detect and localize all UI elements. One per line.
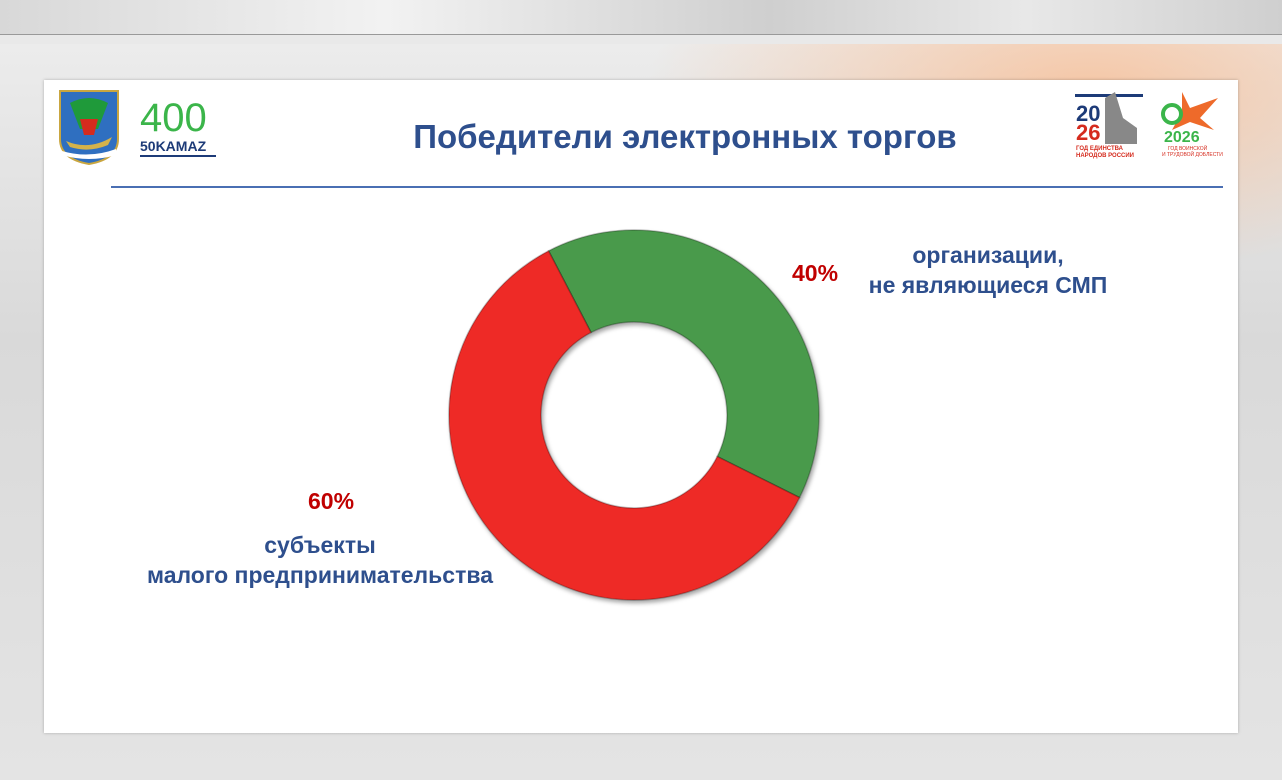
donut-slice-smp <box>448 249 801 601</box>
category-label-line: организации, <box>912 242 1064 268</box>
page-title: Победители электронных торгов <box>413 118 957 155</box>
svg-text:26: 26 <box>1076 120 1100 145</box>
svg-text:20: 20 <box>1076 101 1100 126</box>
valor-year-logo: 2026 ГОД ВОИНСКОЙ И ТРУДОВОЙ ДОБЛЕСТИ <box>1161 92 1223 158</box>
title-divider <box>111 186 1223 188</box>
unity-year-logo: 20 26 ГОД ЕДИНСТВА НАРОДОВ РОССИИ <box>1075 92 1143 159</box>
slide <box>44 80 1238 733</box>
category-label-line: малого предпринимательства <box>146 562 493 588</box>
svg-text:50KAMAZ: 50KAMAZ <box>140 138 207 154</box>
anniversary-400-logo: 400 50KAMAZ <box>140 96 216 157</box>
coat-of-arms-logo <box>59 90 119 165</box>
category-label-smp: субъекты малого предпринимательства <box>110 530 530 590</box>
svg-text:400: 400 <box>140 96 207 140</box>
svg-text:НАРОДОВ РОССИИ: НАРОДОВ РОССИИ <box>1076 153 1134 159</box>
donut-slice-non-smp <box>547 229 820 499</box>
svg-text:ГОД ЕДИНСТВА: ГОД ЕДИНСТВА <box>1076 146 1124 152</box>
svg-text:2026: 2026 <box>1164 129 1200 146</box>
data-label-non-smp-percent: 40% <box>792 260 839 286</box>
svg-text:ГОД ВОИНСКОЙ: ГОД ВОИНСКОЙ <box>1168 144 1208 152</box>
category-label-non-smp: организации, не являющиеся СМП <box>848 240 1128 300</box>
category-label-line: не являющиеся СМП <box>868 272 1108 298</box>
svg-text:И ТРУДОВОЙ ДОБЛЕСТИ: И ТРУДОВОЙ ДОБЛЕСТИ <box>1162 150 1223 158</box>
category-label-line: субъекты <box>264 532 376 558</box>
top-strip <box>0 0 1282 35</box>
data-label-smp-percent: 60% <box>308 488 355 514</box>
